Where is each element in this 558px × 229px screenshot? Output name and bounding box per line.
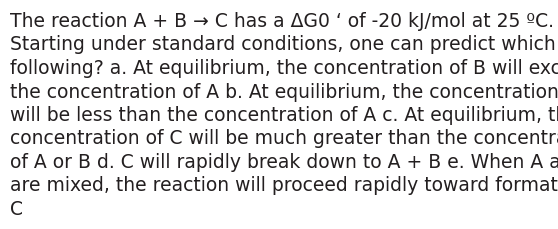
Text: are mixed, the reaction will proceed rapidly toward formation of: are mixed, the reaction will proceed rap… <box>10 176 558 195</box>
Text: concentration of C will be much greater than the concentration: concentration of C will be much greater … <box>10 129 558 148</box>
Text: following? a. At equilibrium, the concentration of B will exceed: following? a. At equilibrium, the concen… <box>10 59 558 78</box>
Text: will be less than the concentration of A c. At equilibrium, the: will be less than the concentration of A… <box>10 106 558 124</box>
Text: of A or B d. C will rapidly break down to A + B e. When A and B: of A or B d. C will rapidly break down t… <box>10 152 558 171</box>
Text: the concentration of A b. At equilibrium, the concentration of C: the concentration of A b. At equilibrium… <box>10 82 558 101</box>
Text: The reaction A + B → C has a ΔG0 ‘ of -20 kJ/mol at 25 ºC.: The reaction A + B → C has a ΔG0 ‘ of -2… <box>10 12 554 31</box>
Text: Starting under standard conditions, one can predict which of the: Starting under standard conditions, one … <box>10 35 558 54</box>
Text: C: C <box>10 199 23 218</box>
